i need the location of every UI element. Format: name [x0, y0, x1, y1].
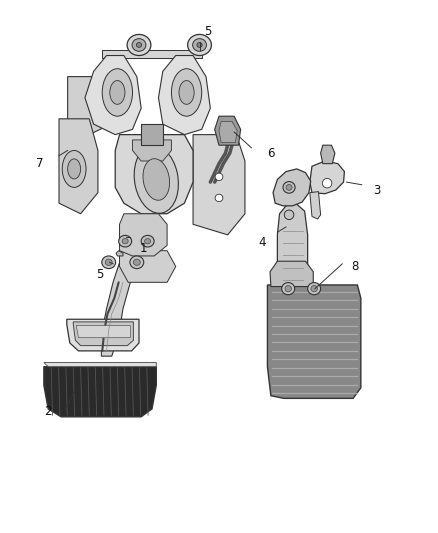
Ellipse shape — [105, 259, 112, 265]
Polygon shape — [67, 319, 139, 351]
Ellipse shape — [102, 256, 116, 269]
Ellipse shape — [110, 80, 125, 104]
Polygon shape — [321, 145, 335, 164]
Polygon shape — [115, 135, 193, 214]
Polygon shape — [44, 362, 156, 367]
Polygon shape — [141, 124, 163, 145]
Polygon shape — [273, 169, 311, 206]
Ellipse shape — [141, 236, 154, 247]
Ellipse shape — [134, 259, 140, 265]
Ellipse shape — [283, 182, 295, 193]
Ellipse shape — [132, 39, 146, 51]
Polygon shape — [215, 116, 240, 145]
Ellipse shape — [307, 282, 321, 295]
Ellipse shape — [311, 286, 318, 292]
Ellipse shape — [145, 239, 151, 244]
Polygon shape — [310, 191, 321, 219]
Polygon shape — [120, 214, 167, 256]
Polygon shape — [219, 122, 237, 142]
Polygon shape — [102, 50, 202, 58]
Polygon shape — [159, 55, 210, 135]
Ellipse shape — [136, 43, 141, 47]
Text: 2: 2 — [44, 405, 52, 418]
Ellipse shape — [215, 173, 223, 181]
Text: 8: 8 — [352, 260, 359, 273]
Polygon shape — [120, 251, 176, 282]
Ellipse shape — [134, 146, 178, 213]
Polygon shape — [193, 135, 245, 235]
Polygon shape — [310, 161, 344, 193]
Polygon shape — [133, 140, 171, 161]
Text: 4: 4 — [258, 236, 266, 249]
Ellipse shape — [282, 282, 295, 295]
Ellipse shape — [122, 239, 128, 244]
Ellipse shape — [197, 43, 202, 47]
Ellipse shape — [285, 286, 291, 292]
Polygon shape — [101, 256, 134, 356]
Ellipse shape — [179, 80, 194, 104]
Ellipse shape — [143, 159, 170, 200]
Polygon shape — [268, 285, 361, 398]
Ellipse shape — [193, 39, 206, 51]
Text: 6: 6 — [267, 147, 275, 159]
Ellipse shape — [215, 194, 223, 201]
Polygon shape — [44, 367, 156, 417]
Ellipse shape — [187, 35, 212, 55]
Polygon shape — [116, 251, 123, 256]
Ellipse shape — [284, 210, 294, 220]
Ellipse shape — [127, 35, 151, 55]
Polygon shape — [67, 77, 115, 135]
Text: 5: 5 — [96, 268, 104, 281]
Ellipse shape — [130, 256, 144, 269]
Ellipse shape — [286, 184, 292, 190]
Ellipse shape — [62, 150, 86, 188]
Polygon shape — [76, 326, 131, 338]
Polygon shape — [59, 119, 98, 214]
Text: 3: 3 — [373, 183, 381, 197]
Polygon shape — [277, 204, 307, 293]
Ellipse shape — [67, 159, 81, 179]
Text: 1: 1 — [140, 241, 147, 255]
Polygon shape — [73, 322, 134, 345]
Text: 5: 5 — [205, 25, 212, 38]
Ellipse shape — [171, 69, 202, 116]
Ellipse shape — [322, 179, 332, 188]
Ellipse shape — [119, 236, 132, 247]
Polygon shape — [85, 55, 141, 135]
Polygon shape — [270, 261, 313, 287]
Text: 7: 7 — [36, 157, 43, 170]
Ellipse shape — [102, 69, 133, 116]
